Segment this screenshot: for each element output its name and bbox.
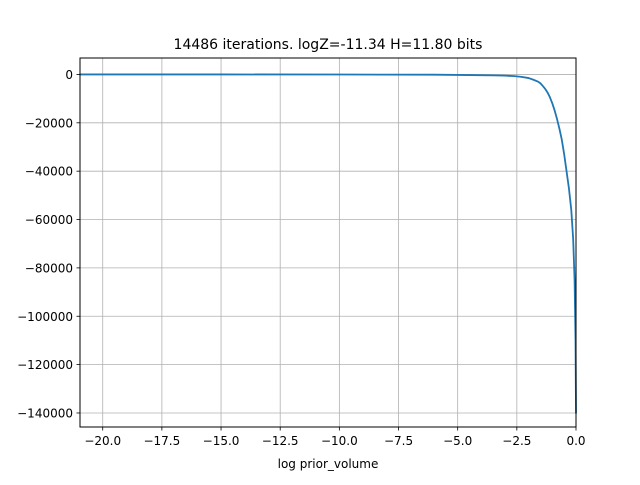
grid: [80, 58, 577, 427]
x-tick-label: −7.5: [384, 434, 413, 448]
series-line: [79, 73, 577, 414]
y-tick-label: −20000: [25, 116, 73, 130]
x-axis: −20.0 −17.5 −15.0 −12.5 −10.0 −7.5 −5.0 −2.5 0.0: [84, 427, 586, 448]
y-tick-label: −100000: [17, 310, 73, 324]
y-tick-label: −60000: [25, 213, 73, 227]
x-tick-label: −5.0: [443, 434, 472, 448]
series-layer: [79, 73, 577, 414]
x-tick-label: 0.0: [566, 434, 585, 448]
y-tick-label: 0: [65, 68, 73, 82]
x-tick-label: −12.5: [262, 434, 299, 448]
x-axis-label: log prior_volume: [278, 457, 379, 471]
x-tick-label: −20.0: [84, 434, 121, 448]
plot-frame: [79, 57, 577, 428]
y-tick-label: −120000: [17, 358, 73, 372]
x-tick-label: −10.0: [321, 434, 358, 448]
chart-title: 14486 iterations. logZ=-11.34 H=11.80 bi…: [174, 37, 483, 53]
y-axis: 0 −20000 −40000 −60000 −80000 −100000 −120000 −…: [17, 68, 80, 420]
x-tick-label: −15.0: [203, 434, 240, 448]
x-tick-label: −17.5: [143, 434, 180, 448]
y-tick-label: −140000: [17, 406, 73, 420]
y-tick-label: −80000: [25, 261, 73, 275]
x-tick-label: −2.5: [502, 434, 531, 448]
y-tick-label: −40000: [25, 165, 73, 179]
